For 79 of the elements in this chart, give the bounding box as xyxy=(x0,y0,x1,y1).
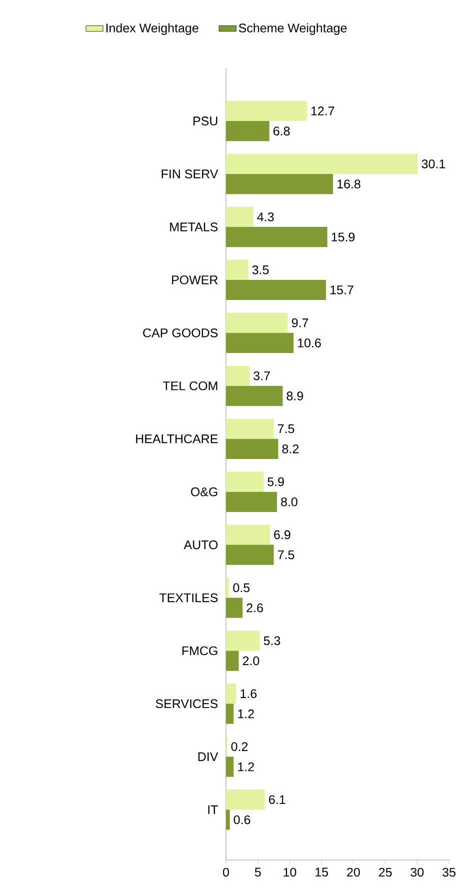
data-label: 8.0 xyxy=(281,497,298,506)
data-label: 3.5 xyxy=(252,265,269,274)
data-label: 8.9 xyxy=(286,392,304,400)
data-label: 0.6 xyxy=(234,815,250,824)
bar xyxy=(226,386,283,406)
data-label: 7.5 xyxy=(278,550,294,560)
data-label: 12.7 xyxy=(311,106,334,116)
y-tick-label: FIN SERV xyxy=(162,170,218,178)
bar xyxy=(226,578,230,598)
data-label: 8.2 xyxy=(282,444,299,454)
data-label: 1.6 xyxy=(240,689,257,698)
data-label: 0.2 xyxy=(231,742,248,752)
data-label: 16.8 xyxy=(338,180,360,188)
bar xyxy=(226,280,326,300)
x-tick-label: 30 xyxy=(410,868,424,877)
bar xyxy=(226,332,294,354)
data-label: 4.3 xyxy=(257,212,274,222)
bar xyxy=(226,544,274,565)
y-tick-label: HEALTHCARE xyxy=(136,434,218,444)
legend-label: Index Weightage xyxy=(106,23,198,35)
data-label: 0.5 xyxy=(233,583,250,592)
bar xyxy=(226,650,239,671)
y-tick-label: SERVICES xyxy=(156,699,218,708)
y-tick-label: PSU xyxy=(194,116,218,126)
data-label: 1.2 xyxy=(238,709,254,718)
bar xyxy=(226,704,234,724)
data-label: 1.2 xyxy=(238,762,254,772)
y-tick-label: O&G xyxy=(191,487,218,496)
data-label: 6.1 xyxy=(269,795,286,804)
bar xyxy=(226,790,265,810)
x-tick-label: 10 xyxy=(284,868,296,877)
legend-label: Scheme Weightage xyxy=(238,23,347,35)
bar xyxy=(226,366,250,386)
bar xyxy=(226,174,334,194)
bar xyxy=(226,472,264,492)
bar xyxy=(226,100,307,121)
bar xyxy=(226,418,274,439)
data-label: 6.8 xyxy=(273,126,290,136)
y-tick-label: AUTO xyxy=(184,540,218,550)
y-tick-label: DIV xyxy=(198,752,218,761)
data-label: 7.5 xyxy=(278,424,294,434)
bar xyxy=(226,756,234,777)
x-tick-label: 25 xyxy=(378,868,392,877)
data-label: 15.7 xyxy=(330,286,354,294)
y-tick-label: TEL COM xyxy=(162,381,218,390)
bar xyxy=(226,226,328,248)
data-label: 5.9 xyxy=(268,477,284,486)
x-tick-label: 20 xyxy=(347,868,360,877)
bar xyxy=(226,206,254,227)
bar xyxy=(226,810,230,830)
y-tick-label: FMCG xyxy=(182,646,218,656)
data-label: 5.3 xyxy=(264,636,280,646)
data-label: 2.6 xyxy=(246,603,263,612)
bar xyxy=(226,630,260,651)
data-label: 10.6 xyxy=(298,338,321,348)
data-label: 15.9 xyxy=(332,232,355,242)
bar xyxy=(226,154,418,174)
bar xyxy=(226,120,270,142)
y-tick-label: CAP GOODS xyxy=(143,328,218,338)
data-label: 3.7 xyxy=(254,371,270,380)
y-tick-label: POWER xyxy=(172,275,218,284)
bar xyxy=(226,524,270,545)
y-tick-label: IT xyxy=(208,805,218,814)
y-tick-label: TEXTILES xyxy=(159,593,218,602)
bar xyxy=(226,438,278,459)
data-label: 30.1 xyxy=(422,159,446,168)
bar xyxy=(226,312,288,333)
data-label: 2.0 xyxy=(242,656,260,666)
bar xyxy=(226,492,277,512)
data-label: 9.7 xyxy=(292,318,308,328)
x-tick-label: 15 xyxy=(316,868,328,877)
y-tick-label: METALS xyxy=(170,222,218,232)
bar xyxy=(226,684,236,704)
bar xyxy=(226,260,248,280)
x-tick-label: 5 xyxy=(254,868,261,877)
data-label: 6.9 xyxy=(274,530,290,540)
bar xyxy=(226,598,243,618)
x-tick-label: 35 xyxy=(442,868,456,877)
x-tick-label: 0 xyxy=(223,868,229,877)
